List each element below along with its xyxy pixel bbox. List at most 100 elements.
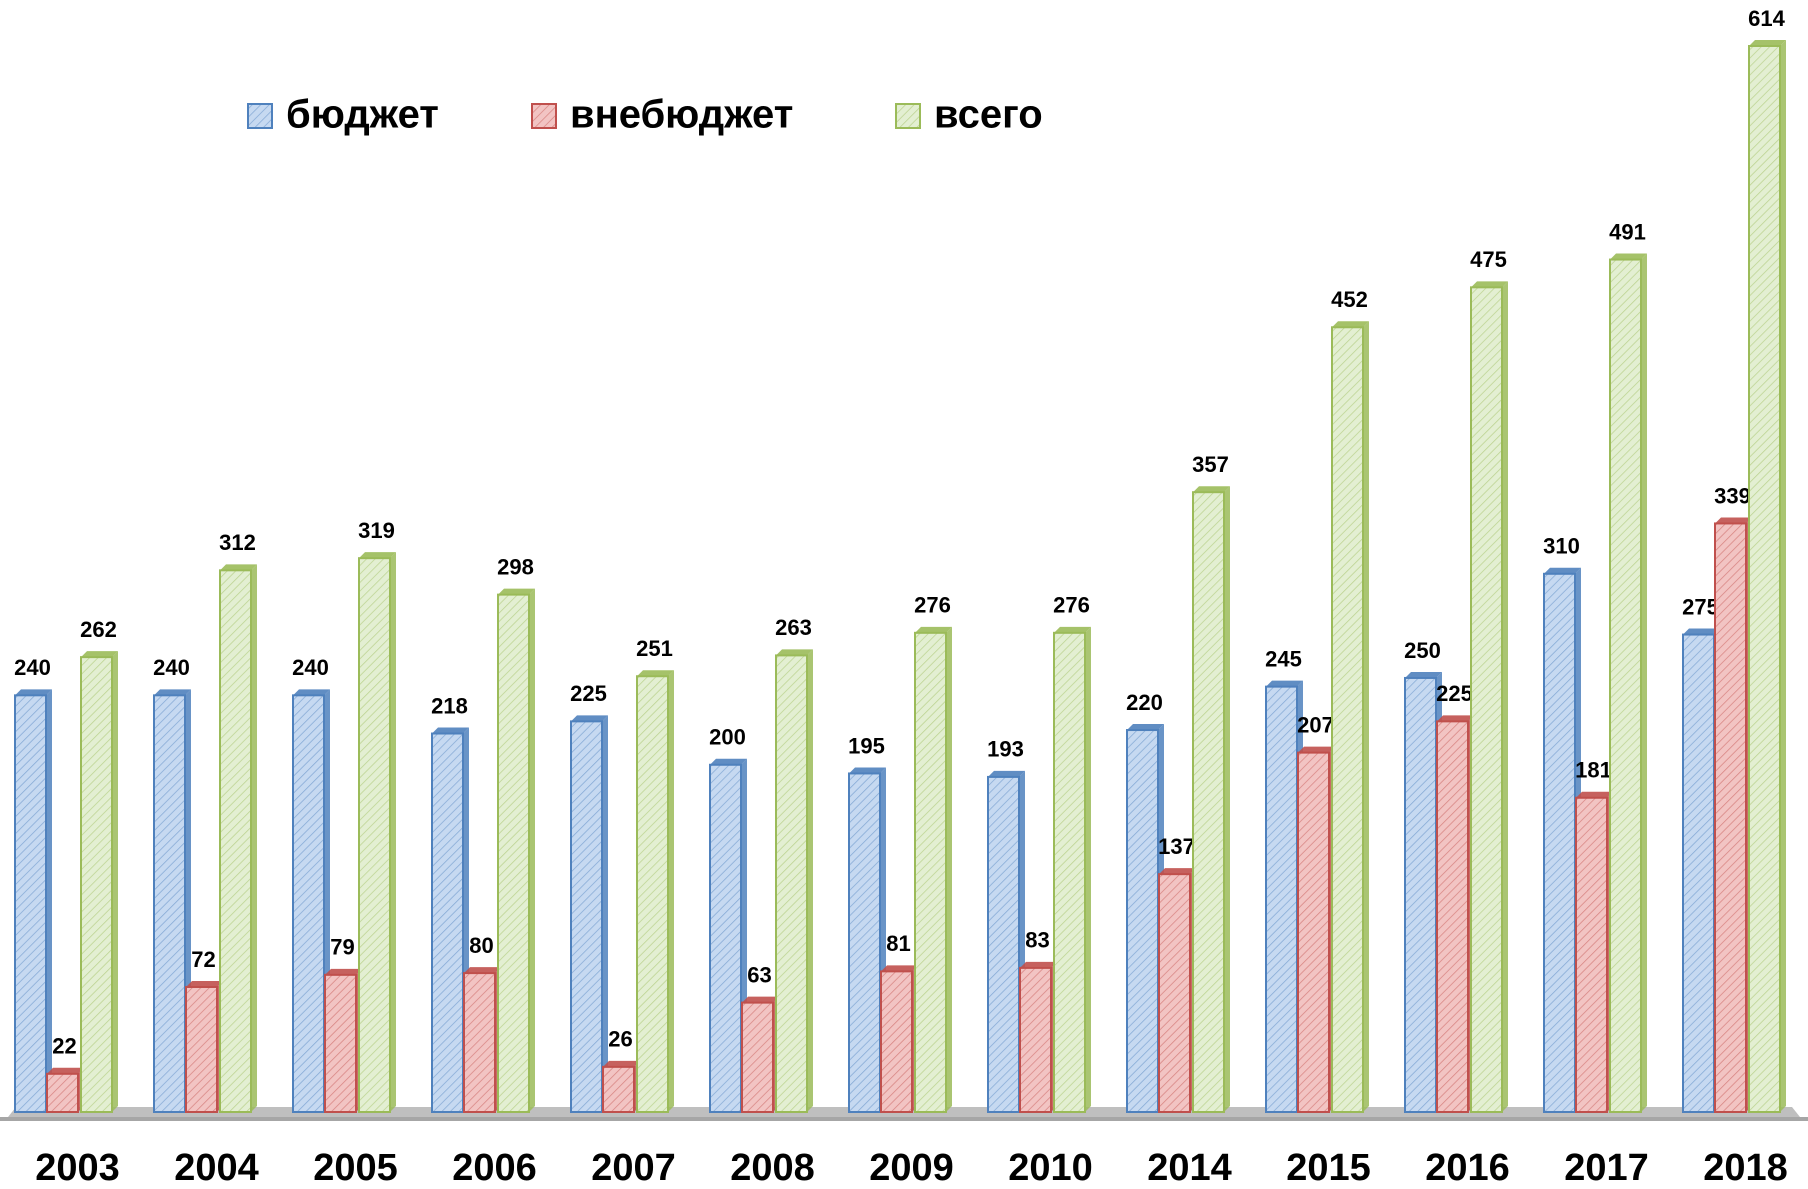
bar-top <box>154 689 191 696</box>
bar <box>358 557 391 1113</box>
bar <box>14 694 47 1113</box>
value-label: 245 <box>1265 646 1302 671</box>
x-tick-label: 2006 <box>452 1147 537 1189</box>
floor-edge <box>0 1117 1808 1121</box>
bar-top <box>1437 715 1474 722</box>
bar <box>602 1065 635 1114</box>
legend-label: внебюджет <box>570 93 793 137</box>
bar <box>431 732 464 1114</box>
bar-top <box>1193 486 1230 493</box>
bar <box>1609 258 1642 1113</box>
value-label: 83 <box>1025 928 1049 953</box>
bar <box>1019 966 1052 1114</box>
bar-top <box>498 588 535 595</box>
x-tick-label: 2015 <box>1286 1147 1371 1189</box>
value-label: 193 <box>987 737 1024 762</box>
bar <box>497 593 530 1113</box>
value-label: 72 <box>191 947 215 972</box>
bar-top <box>1159 868 1196 875</box>
x-tick-label: 2003 <box>35 1147 120 1189</box>
bar <box>80 656 113 1113</box>
x-tick-label: 2005 <box>313 1147 398 1189</box>
value-label: 263 <box>775 615 812 640</box>
x-tick-label: 2009 <box>869 1147 954 1189</box>
bar-side <box>1780 40 1786 1112</box>
bar-side <box>602 715 608 1112</box>
x-tick-label: 2018 <box>1703 1147 1788 1189</box>
bar <box>1714 522 1747 1113</box>
bar <box>292 694 325 1113</box>
bar <box>880 970 913 1113</box>
bar-side <box>1502 281 1508 1112</box>
value-label: 80 <box>469 933 493 958</box>
legend-swatch <box>531 103 557 129</box>
value-label: 312 <box>219 530 256 555</box>
bar <box>219 569 252 1113</box>
bar-side <box>529 588 535 1112</box>
bar-top <box>15 689 52 696</box>
bar-top <box>776 649 813 656</box>
value-label: 79 <box>330 935 354 960</box>
value-label: 22 <box>52 1034 76 1059</box>
bar-side <box>1641 253 1647 1112</box>
bar-top <box>1020 961 1057 968</box>
bar <box>324 973 357 1113</box>
bar <box>1297 751 1330 1114</box>
value-label: 250 <box>1404 638 1441 663</box>
bar <box>570 720 603 1113</box>
value-label: 220 <box>1126 690 1163 715</box>
bar-top <box>359 552 396 559</box>
bar-top <box>881 965 918 972</box>
bar-top <box>1749 40 1786 46</box>
bar-side <box>46 689 52 1112</box>
bar-top <box>186 980 223 987</box>
value-label: 218 <box>431 693 468 718</box>
value-label: 614 <box>1748 6 1785 31</box>
bar-side <box>112 651 118 1112</box>
value-label: 276 <box>1053 593 1090 618</box>
bar <box>848 772 881 1113</box>
bar <box>1331 326 1364 1113</box>
value-label: 240 <box>14 655 51 680</box>
bar-top <box>710 758 747 765</box>
bar-side <box>807 649 813 1112</box>
bar-top <box>293 689 330 696</box>
bar <box>987 775 1020 1113</box>
value-label: 240 <box>153 655 190 680</box>
bar-top <box>81 651 118 658</box>
bar-top <box>1332 321 1369 328</box>
bar-top <box>220 564 257 571</box>
x-tick-label: 2007 <box>591 1147 676 1189</box>
bar-top <box>1405 671 1442 678</box>
value-label: 195 <box>848 733 885 758</box>
bar-top <box>915 626 952 633</box>
bar <box>741 1001 774 1113</box>
bar-side <box>668 670 674 1112</box>
bar-top <box>603 1060 640 1067</box>
value-label: 275 <box>1682 594 1719 619</box>
x-tick-label: 2010 <box>1008 1147 1093 1189</box>
bar <box>914 631 947 1113</box>
bar <box>46 1072 79 1114</box>
bar-top <box>432 727 469 734</box>
value-label: 225 <box>570 681 607 706</box>
bar <box>185 985 218 1114</box>
bar <box>1543 572 1576 1113</box>
bar-top <box>988 770 1025 777</box>
bar-top <box>1576 791 1613 798</box>
bar <box>153 694 186 1113</box>
bar-top <box>464 967 501 974</box>
x-tick-label: 2017 <box>1564 1147 1649 1189</box>
bar <box>1404 676 1437 1114</box>
value-label: 491 <box>1609 219 1646 244</box>
bar-top <box>1610 253 1647 260</box>
x-tick-label: 2008 <box>730 1147 815 1189</box>
bar-top <box>1298 746 1335 753</box>
bar <box>1436 720 1469 1113</box>
bar <box>709 763 742 1113</box>
value-label: 262 <box>80 617 117 642</box>
value-label: 81 <box>886 931 910 956</box>
bar <box>1192 491 1225 1113</box>
value-label: 200 <box>709 725 746 750</box>
legend-swatch <box>247 103 273 129</box>
